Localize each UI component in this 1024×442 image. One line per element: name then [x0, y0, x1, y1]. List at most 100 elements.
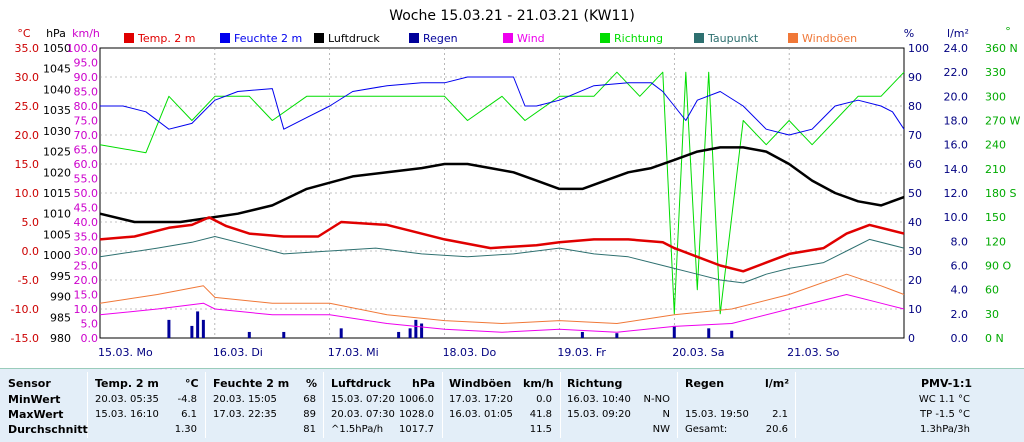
- tick-press: 1025: [43, 146, 71, 159]
- stat-gust-val: 0.0: [536, 394, 552, 405]
- tick-press: 1050: [43, 42, 71, 55]
- tick-wind: 75.0: [74, 115, 99, 128]
- tick-dir: 240: [985, 139, 1006, 152]
- series-layer: [99, 71, 905, 338]
- tick-rain: 10.0: [944, 211, 969, 224]
- legend-swatch: [788, 33, 798, 43]
- header-dir: Richtung: [567, 377, 623, 390]
- stat-label: MinWert: [8, 393, 61, 406]
- series-wind: [99, 294, 905, 333]
- series-pressure: [99, 146, 905, 224]
- tick-press: 1035: [43, 104, 71, 117]
- tick-temp: 20.0: [15, 129, 40, 142]
- stats-table: Sensor Temp. 2 m °C Feuchte 2 m % Luftdr…: [0, 368, 1024, 442]
- tick-rain: 18.0: [944, 115, 969, 128]
- stat-press-val: 1017.7: [399, 424, 434, 435]
- header-sensor: Sensor: [8, 377, 51, 390]
- legend-label: Wind: [517, 32, 545, 45]
- rain-bar: [707, 328, 711, 338]
- tick-temp: -15.0: [11, 332, 39, 345]
- legend-label: Taupunkt: [707, 32, 759, 45]
- tick-wind: 65.0: [74, 144, 99, 157]
- tick-hum: 70: [908, 129, 922, 142]
- legend-label: Windböen: [802, 32, 857, 45]
- rain-bar: [730, 330, 734, 338]
- tick-rain: 14.0: [944, 163, 969, 176]
- tick-press: 1030: [43, 125, 71, 138]
- tick-dir: 30: [985, 308, 999, 321]
- tick-wind: 40.0: [74, 216, 99, 229]
- tick-rain: 0.0: [951, 332, 969, 345]
- stat-pmv: TP -1.5 °C: [920, 409, 970, 420]
- legend-label: Richtung: [614, 32, 663, 45]
- tick-wind: 20.0: [74, 274, 99, 287]
- legend-swatch: [220, 33, 230, 43]
- header-gust: Windböen: [449, 377, 512, 390]
- weather-chart: Woche 15.03.21 - 21.03.21 (KW11) Temp. 2…: [11, 8, 1021, 359]
- header-hum-unit: %: [306, 377, 318, 390]
- tick-rain: 20.0: [944, 90, 969, 103]
- stat-label: Durchschnitt: [8, 423, 88, 436]
- rain-bar: [408, 328, 412, 338]
- stat-hum-time: 20.03. 15:05: [213, 394, 277, 405]
- tick-temp: 0.0: [22, 245, 40, 258]
- rain-bar: [190, 325, 194, 338]
- unit-wind: km/h: [72, 27, 100, 40]
- rain-bar: [672, 325, 676, 338]
- tick-x: 21.03. So: [787, 346, 839, 359]
- tick-press: 980: [50, 332, 71, 345]
- rain-bar: [196, 311, 200, 338]
- grid: [100, 48, 904, 338]
- stat-press-time: 20.03. 07:30: [331, 409, 395, 420]
- rain-bar: [414, 319, 418, 338]
- tick-x: 20.03. Sa: [672, 346, 724, 359]
- tick-press: 990: [50, 291, 71, 304]
- tick-wind: 50.0: [74, 187, 99, 200]
- tick-hum: 50: [908, 187, 922, 200]
- stat-rain-time: 15.03. 19:50: [685, 409, 749, 420]
- tick-dir: 150: [985, 211, 1006, 224]
- stat-pmv: 1.3hPa/3h: [919, 424, 970, 435]
- tick-press: 1010: [43, 208, 71, 221]
- stat-pmv: WC 1.1 °C: [918, 394, 970, 405]
- stat-press-val: 1028.0: [399, 409, 434, 420]
- rain-bar: [247, 331, 251, 338]
- stat-hum-val: 89: [303, 409, 316, 420]
- header-hum: Feuchte 2 m: [213, 377, 290, 390]
- stat-gust-val: 11.5: [529, 424, 552, 435]
- tick-temp: -5.0: [18, 274, 39, 287]
- stat-temp-time: 20.03. 05:35: [95, 394, 159, 405]
- stat-temp-time: 15.03. 16:10: [95, 409, 159, 420]
- series-dewpoint: [99, 236, 905, 284]
- tick-hum: 10: [908, 303, 922, 316]
- tick-press: 1040: [43, 83, 71, 96]
- tick-dir: 270 W: [985, 115, 1020, 128]
- tick-rain: 24.0: [944, 42, 969, 55]
- tick-rain: 12.0: [944, 187, 969, 200]
- tick-rain: 8.0: [951, 235, 969, 248]
- tick-hum: 100: [908, 42, 929, 55]
- legend-swatch: [409, 33, 419, 43]
- tick-rain: 6.0: [951, 260, 969, 273]
- legend-swatch: [694, 33, 704, 43]
- legend-label: Regen: [423, 32, 458, 45]
- tick-x: 18.03. Do: [443, 346, 497, 359]
- tick-hum: 30: [908, 245, 922, 258]
- header-rain: Regen: [685, 377, 725, 390]
- stat-gust-time: 16.03. 01:05: [449, 409, 513, 420]
- tick-wind: 90.0: [74, 71, 99, 84]
- tick-press: 1000: [43, 249, 71, 262]
- tick-wind: 60.0: [74, 158, 99, 171]
- tick-labels: 35.030.025.020.015.010.05.00.0-5.0-10.0-…: [11, 42, 1021, 359]
- tick-dir: 330: [985, 66, 1006, 79]
- tick-temp: 10.0: [15, 187, 40, 200]
- tick-temp: -10.0: [11, 303, 39, 316]
- unit-dir: °: [1005, 25, 1011, 38]
- header-temp-unit: °C: [185, 377, 199, 390]
- stat-temp-val: 6.1: [181, 409, 197, 420]
- tick-press: 985: [50, 311, 71, 324]
- tick-wind: 0.0: [81, 332, 99, 345]
- tick-dir: 120: [985, 235, 1006, 248]
- tick-wind: 80.0: [74, 100, 99, 113]
- tick-hum: 90: [908, 71, 922, 84]
